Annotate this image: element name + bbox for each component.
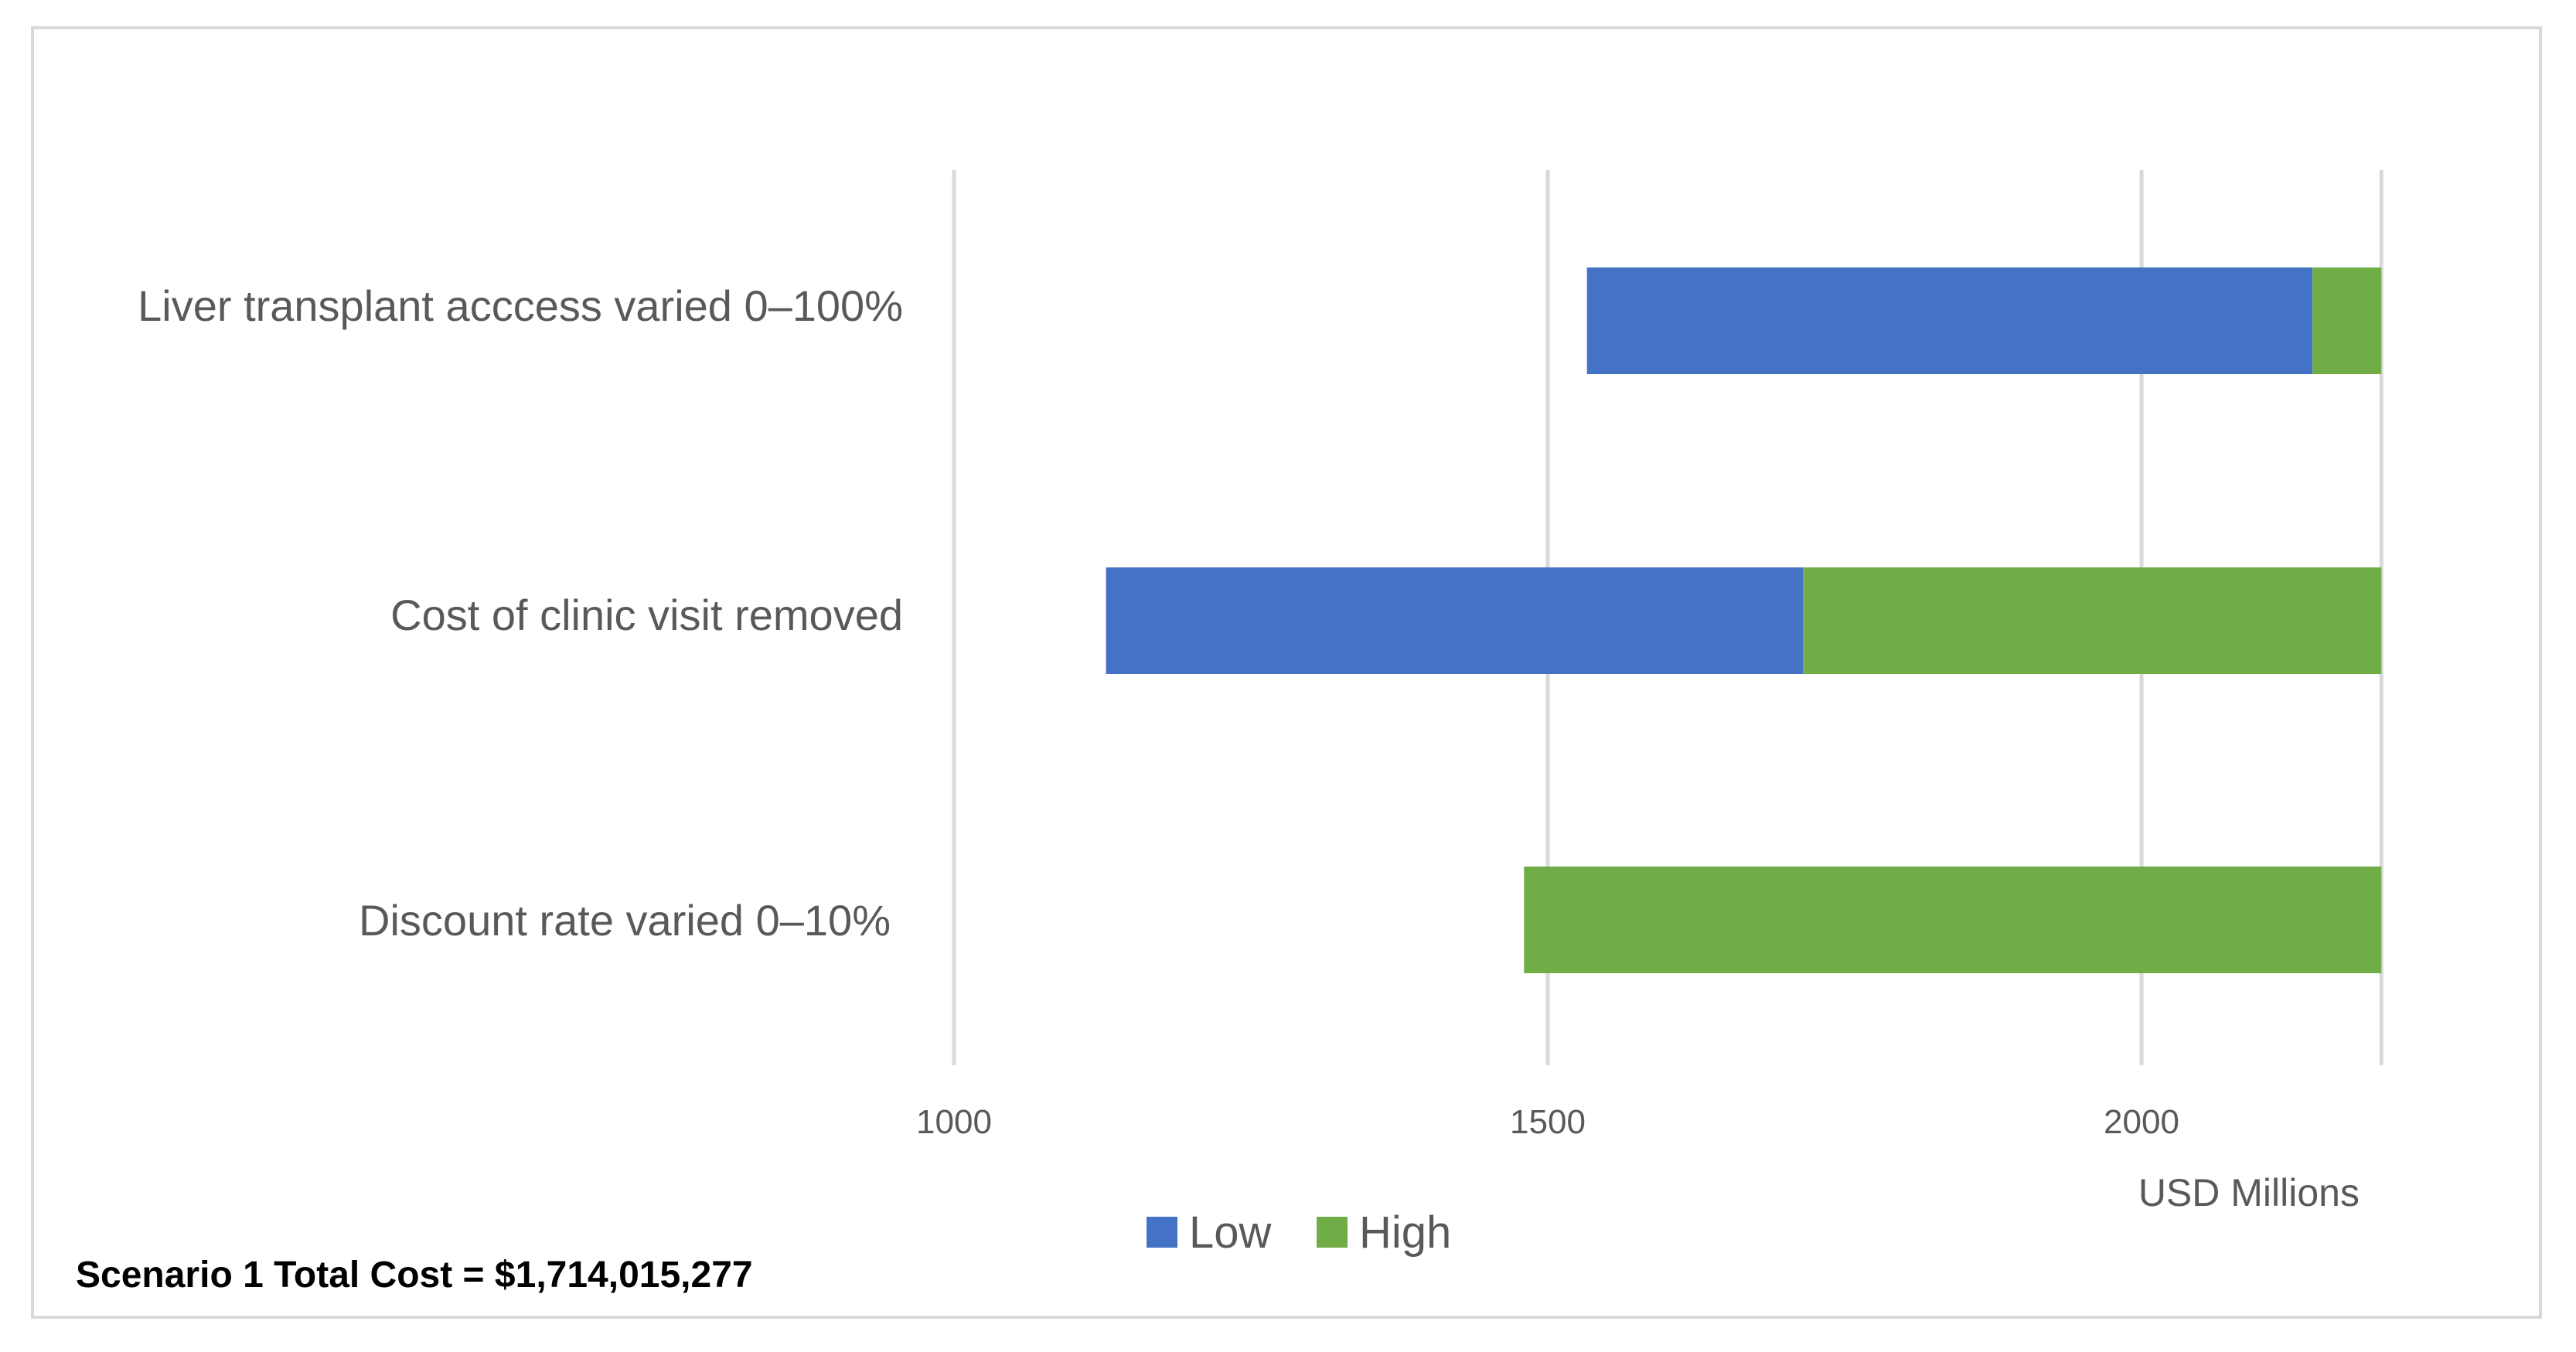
legend-swatch-high bbox=[1317, 1217, 1348, 1248]
legend-label-low: Low bbox=[1189, 1207, 1273, 1258]
bar-low-0 bbox=[1586, 267, 2313, 374]
bar-high-1 bbox=[1803, 567, 2382, 674]
x-tick-label-1500: 1500 bbox=[1510, 1103, 1586, 1141]
bars bbox=[1106, 267, 2382, 973]
legend: Low High bbox=[1147, 1207, 1451, 1258]
category-label-liver-transplant: Liver transplant acccess varied 0–100% bbox=[138, 281, 903, 330]
bar-low-1 bbox=[1106, 567, 1804, 674]
bar-high-2 bbox=[1524, 867, 2382, 973]
legend-swatch-low bbox=[1147, 1217, 1177, 1248]
x-tick-label-2000: 2000 bbox=[2104, 1103, 2179, 1141]
category-label-clinic-visit: Cost of clinic visit removed bbox=[390, 591, 903, 639]
scenario-total-cost-note: Scenario 1 Total Cost = $1,714,015,277 bbox=[76, 1255, 753, 1296]
category-label-discount-rate: Discount rate varied 0–10% bbox=[359, 896, 891, 945]
x-axis-unit-label: USD Millions bbox=[2138, 1171, 2360, 1214]
x-tick-label-1000: 1000 bbox=[916, 1103, 992, 1141]
bar-high-0 bbox=[2312, 267, 2382, 374]
legend-label-high: High bbox=[1359, 1207, 1451, 1258]
